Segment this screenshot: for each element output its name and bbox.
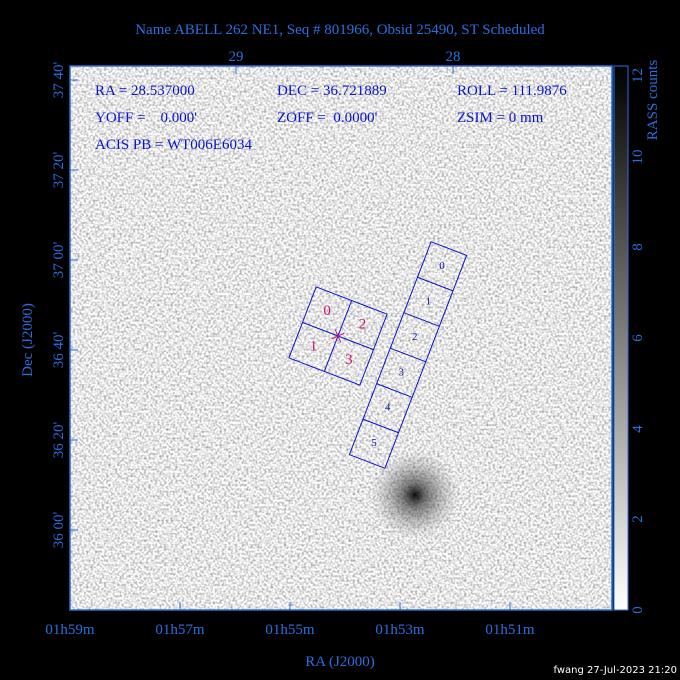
top-tick-label: 28 <box>446 49 461 65</box>
acis-i-array: 0 1 2 3 <box>288 286 388 386</box>
x-ray-source <box>370 450 460 540</box>
colorbar-tick-label: 6 <box>630 334 646 342</box>
colorbar <box>613 65 629 611</box>
info-text: RA = 28.537000 <box>95 83 195 99</box>
chip-label: 1 <box>310 338 318 354</box>
bottom-tick-label: 01h53m <box>375 622 425 638</box>
left-tick-label: 37 40' <box>51 61 67 98</box>
left-tick-label: 37 00' <box>51 241 67 278</box>
colorbar-tick-label: 12 <box>630 68 646 83</box>
chip-label: 1 <box>426 295 432 307</box>
info-text: YOFF = 0.000' <box>95 110 197 126</box>
acis-s-array: 0 1 2 3 4 5 <box>348 241 468 469</box>
colorbar-tick-label: 2 <box>630 515 646 523</box>
x-axis-label: RA (J2000) <box>305 654 375 670</box>
left-tick-label: 37 20' <box>51 151 67 188</box>
colorbar-label: RASS counts <box>645 60 661 141</box>
info-text: DEC = 36.721889 <box>277 83 387 99</box>
info-text: ROLL = 111.9876 <box>457 83 567 99</box>
bottom-tick-label: 01h57m <box>155 622 205 638</box>
info-text: ZOFF = 0.0000' <box>277 110 378 126</box>
y-axis-label: Dec (J2000) <box>20 303 36 377</box>
left-tick-label: 36 40' <box>51 331 67 368</box>
colorbar-tick-label: 4 <box>630 425 646 433</box>
bottom-tick-label: 01h51m <box>485 622 535 638</box>
bottom-tick-label: 01h55m <box>265 622 315 638</box>
colorbar-ticks: 0 2 4 6 8 10 12 RASS counts <box>630 60 661 614</box>
title: Name ABELL 262 NE1, Seq # 801966, Obsid … <box>135 22 545 38</box>
chip-label: 3 <box>345 352 353 368</box>
chip-label: 5 <box>371 437 377 449</box>
left-tick-label: 36 20' <box>51 421 67 458</box>
image-noise <box>70 66 612 610</box>
bottom-tick-label: 01h59m <box>45 622 95 638</box>
info-text: ZSIM = 0 mm <box>457 110 544 126</box>
chip-label: 4 <box>385 402 391 414</box>
chip-label: 3 <box>398 366 404 378</box>
chip-label: 0 <box>323 303 331 319</box>
chip-label: 2 <box>359 317 367 333</box>
top-tick-label: 29 <box>229 49 244 65</box>
ticks <box>69 66 511 610</box>
chip-label: 0 <box>439 260 445 272</box>
info-text: ACIS PB = WT006E6034 <box>95 137 252 153</box>
colorbar-tick-label: 0 <box>630 606 646 614</box>
plot-frame <box>69 65 613 611</box>
left-tick-label: 36 00' <box>51 511 67 548</box>
colorbar-tick-label: 8 <box>630 243 646 251</box>
colorbar-tick-label: 10 <box>630 150 646 165</box>
footer: fwang 27-Jul-2023 21:20 <box>553 665 677 676</box>
chip-label: 2 <box>412 331 418 343</box>
